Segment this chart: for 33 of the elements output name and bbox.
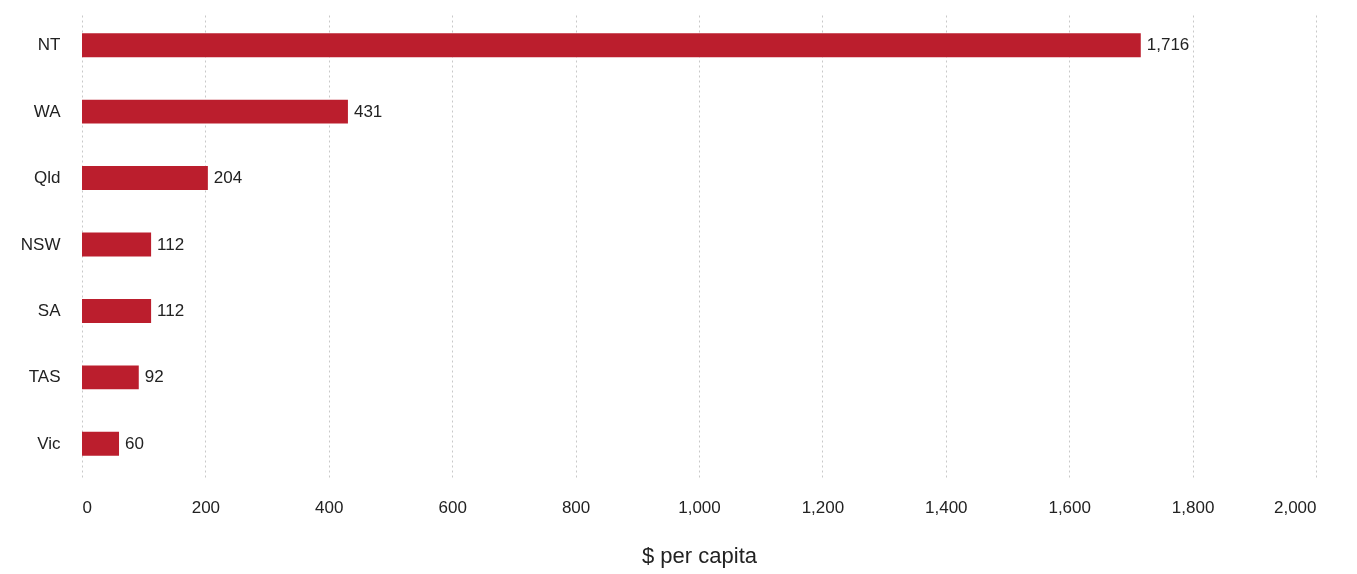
y-tick-label: WA — [33, 101, 62, 121]
data-label: 204 — [213, 168, 243, 188]
x-tick-label: 1,400 — [925, 497, 968, 517]
bar — [82, 166, 208, 191]
x-tick-label: 1,600 — [1048, 497, 1091, 517]
x-tick-label: 2,000 — [1273, 497, 1317, 517]
x-tick-label: 600 — [438, 497, 467, 517]
bar — [82, 232, 152, 257]
data-label: 112 — [157, 300, 185, 320]
x-tick-label: 1,200 — [801, 497, 845, 517]
x-axis-title: $ per capita — [642, 542, 758, 568]
data-label: 1,716 — [1146, 35, 1190, 55]
bar — [82, 99, 348, 124]
y-tick-label: NSW — [20, 234, 61, 254]
x-tick-label: 1,800 — [1171, 497, 1215, 517]
data-label: 60 — [125, 433, 144, 453]
y-tick-label: SA — [37, 300, 62, 320]
data-label: 92 — [144, 367, 164, 387]
x-tick-label: 800 — [561, 497, 591, 517]
y-tick-label: NT — [37, 35, 61, 55]
bar — [82, 365, 139, 390]
y-tick-label: Qld — [34, 168, 61, 188]
x-tick-label: 400 — [315, 497, 344, 517]
y-tick-label: TAS — [28, 367, 61, 387]
data-label: 112 — [157, 234, 185, 254]
y-tick-label: Vic — [37, 433, 61, 453]
bar — [82, 33, 1141, 58]
bar — [82, 431, 120, 456]
data-label: 431 — [353, 101, 383, 121]
x-tick-label: 1,000 — [678, 497, 721, 517]
x-tick-label: 200 — [191, 497, 221, 517]
bar — [82, 298, 152, 323]
x-tick-label: 0 — [82, 497, 92, 517]
